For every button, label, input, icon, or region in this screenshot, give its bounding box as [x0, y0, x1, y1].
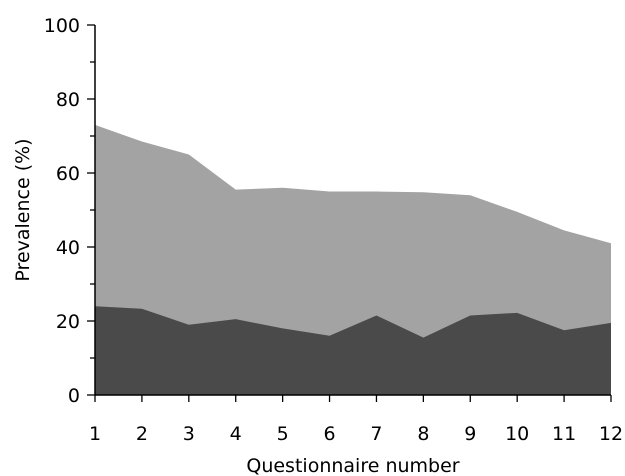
y-tick-label: 80	[56, 89, 80, 111]
x-tick-label: 2	[136, 423, 148, 445]
x-tick-label: 10	[505, 423, 529, 445]
y-tick-label: 60	[56, 163, 80, 185]
y-tick-label: 0	[68, 385, 80, 407]
x-tick-label: 8	[417, 423, 429, 445]
area-series-2	[95, 306, 611, 395]
x-tick-label: 11	[552, 423, 576, 445]
x-axis-ticks: 1 2 3 4 5 6 7 8 9 10 11 12	[89, 395, 623, 445]
x-tick-label: 7	[370, 423, 382, 445]
area-series-group	[95, 124, 611, 396]
x-tick-label: 9	[464, 423, 476, 445]
y-axis-ticks: 0 20 40 60 80 100	[44, 15, 95, 407]
y-axis-title: Prevalence (%)	[12, 138, 34, 281]
x-tick-label: 6	[323, 423, 335, 445]
x-tick-label: 3	[183, 423, 195, 445]
x-tick-label: 12	[599, 423, 623, 445]
y-tick-label: 100	[44, 15, 80, 37]
y-tick-label: 40	[56, 237, 80, 259]
y-tick-label: 20	[56, 311, 80, 333]
x-axis-title: Questionnaire number	[246, 455, 459, 476]
x-tick-label: 4	[230, 423, 242, 445]
x-tick-label: 5	[277, 423, 289, 445]
x-tick-label: 1	[89, 423, 101, 445]
